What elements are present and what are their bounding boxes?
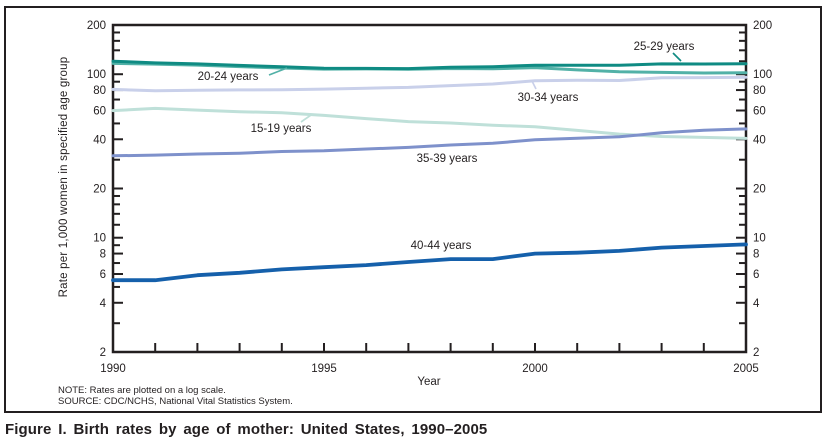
figure-caption: Figure I. Birth rates by age of mother: … <box>5 421 488 438</box>
y-tick-label-left: 100 <box>87 69 106 81</box>
y-tick-label-right: 2 <box>753 347 759 359</box>
series-label-35-39: 35-39 years <box>417 153 478 165</box>
y-tick-label-left: 60 <box>93 105 106 117</box>
y-tick-label-left: 10 <box>93 233 106 245</box>
y-tick-label-right: 10 <box>753 233 766 245</box>
y-tick-label-right: 20 <box>753 184 766 196</box>
x-axis-title: Year <box>417 376 441 388</box>
y-tick-label-right: 4 <box>753 298 760 310</box>
series-leader-20-24 <box>268 67 288 76</box>
series-label-15-19: 15-19 years <box>251 123 312 135</box>
y-tick-label-left: 4 <box>100 298 107 310</box>
y-tick-label-left: 40 <box>93 134 106 146</box>
y-tick-label-left: 6 <box>100 269 106 281</box>
x-tick-label: 2005 <box>733 363 759 375</box>
series-line-25-29 <box>111 59 748 71</box>
series-label-25-29: 25-29 years <box>634 41 695 53</box>
x-tick-label: 1995 <box>311 363 337 375</box>
y-tick-label-right: 80 <box>753 85 766 97</box>
y-tick-label-left: 20 <box>93 184 106 196</box>
y-tick-label-right: 100 <box>753 69 772 81</box>
series-line-40-44 <box>111 242 748 283</box>
y-tick-label-left: 2 <box>100 347 106 359</box>
source-text: SOURCE: CDC/NCHS, National Vital Statist… <box>58 396 293 407</box>
series-leader-30-34 <box>531 80 537 90</box>
series-leader-15-19 <box>300 114 312 123</box>
y-tick-label-right: 40 <box>753 134 766 146</box>
series-label-30-34: 30-34 years <box>518 92 579 104</box>
series-line-35-39 <box>111 127 748 158</box>
y-tick-label-right: 8 <box>753 249 759 261</box>
x-tick-label: 2000 <box>522 363 548 375</box>
series-label-20-24: 20-24 years <box>198 71 259 83</box>
y-axis-title: Rate per 1,000 women in specified age gr… <box>58 56 70 298</box>
note-text: NOTE: Rates are plotted on a log scale. <box>58 385 226 396</box>
y-tick-label-left: 8 <box>100 249 106 261</box>
series-line-30-34 <box>111 75 748 93</box>
y-tick-label-left: 200 <box>87 20 106 32</box>
y-tick-label-right: 200 <box>753 20 772 32</box>
series-leader-25-29 <box>672 52 682 62</box>
plot-frame <box>111 23 748 354</box>
y-tick-label-left: 80 <box>93 85 106 97</box>
y-tick-label-right: 60 <box>753 105 766 117</box>
x-tick-label: 1990 <box>100 363 126 375</box>
series-label-40-44: 40-44 years <box>411 240 472 252</box>
y-tick-label-right: 6 <box>753 269 759 281</box>
